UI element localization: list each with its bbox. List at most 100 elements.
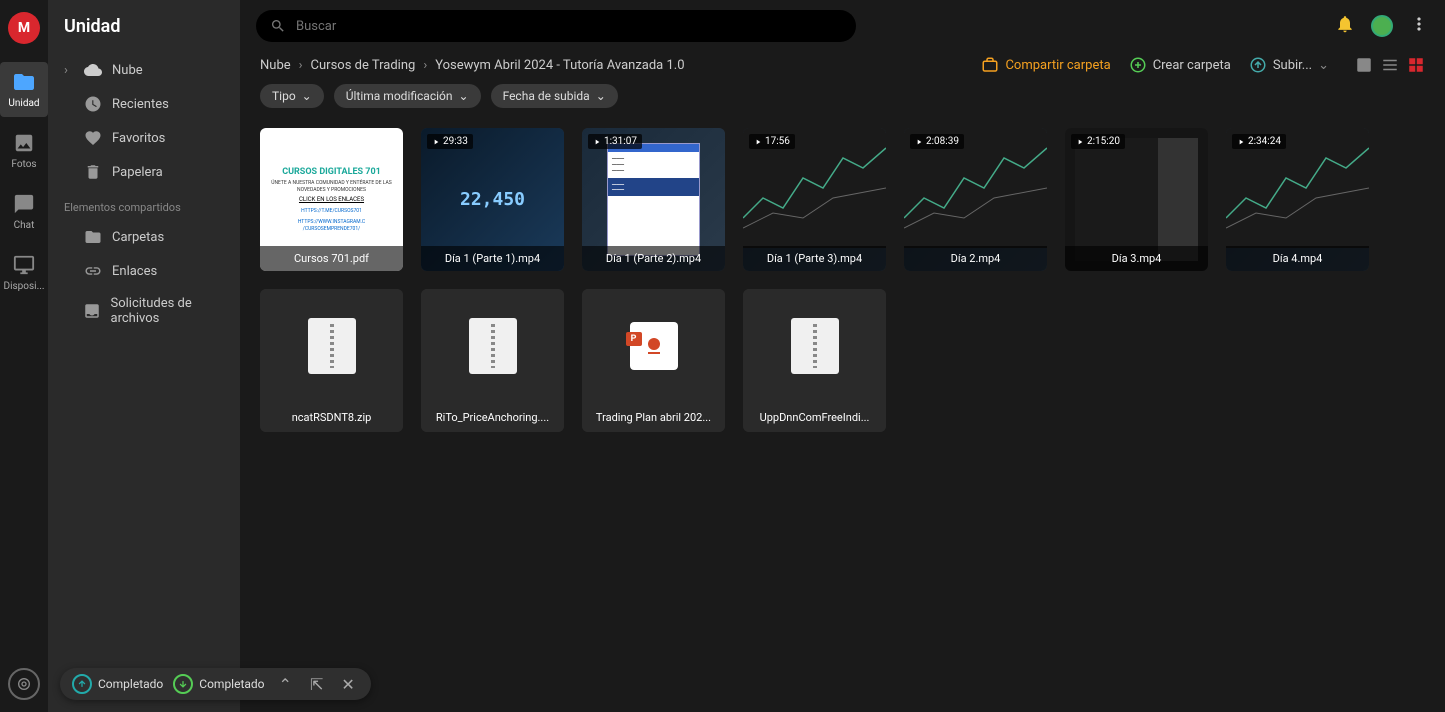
user-avatar[interactable] bbox=[1371, 15, 1393, 37]
main-content: Nube › Cursos de Trading › Yosewym Abril… bbox=[240, 0, 1445, 712]
clock-icon bbox=[84, 95, 102, 113]
sidebar-nube[interactable]: › Nube bbox=[56, 53, 232, 87]
sidebar-label: Carpetas bbox=[112, 230, 164, 245]
file-card[interactable]: ━━━━━━━━━━━━━━━━━━━━━━━━━1:31:07Día 1 (P… bbox=[582, 128, 725, 271]
chevron-right-icon: › bbox=[64, 63, 74, 78]
video-duration: 2:15:20 bbox=[1071, 134, 1125, 149]
powerpoint-icon: P bbox=[630, 322, 678, 370]
file-card[interactable]: 2:34:24Día 4.mp4 bbox=[1226, 128, 1369, 271]
more-menu-icon[interactable] bbox=[1409, 14, 1429, 38]
search-icon bbox=[270, 18, 286, 34]
folders-icon bbox=[84, 228, 102, 246]
chevron-down-icon: ⌄ bbox=[459, 89, 469, 103]
view-compact-icon[interactable] bbox=[1355, 56, 1373, 74]
status-label: Completado bbox=[199, 677, 264, 691]
sidebar-favoritos[interactable]: Favoritos bbox=[56, 121, 232, 155]
rail-fotos[interactable]: Fotos bbox=[0, 123, 48, 178]
rail-label: Chat bbox=[14, 220, 35, 231]
file-name: Cursos 701.pdf bbox=[260, 246, 403, 271]
action-label: Subir... bbox=[1273, 58, 1312, 73]
sidebar-label: Favoritos bbox=[112, 131, 165, 146]
chevron-right-icon: › bbox=[423, 58, 427, 73]
sidebar-label: Solicitudes de archivos bbox=[111, 296, 224, 326]
chip-label: Fecha de subida bbox=[503, 89, 590, 103]
share-folder-button[interactable]: Compartir carpeta bbox=[981, 56, 1110, 74]
upload-button[interactable]: Subir... ⌄ bbox=[1249, 56, 1329, 74]
rail-dispositivos[interactable]: Disposi... bbox=[0, 245, 48, 300]
crumb-nube[interactable]: Nube bbox=[260, 58, 291, 73]
search-input[interactable] bbox=[296, 19, 842, 34]
sidebar-enlaces[interactable]: Enlaces bbox=[56, 254, 232, 288]
notifications-icon[interactable] bbox=[1335, 14, 1355, 38]
download-complete-icon bbox=[173, 674, 193, 694]
file-thumbnail: P bbox=[582, 289, 725, 403]
file-name: RiTo_PriceAnchoring.... bbox=[421, 403, 564, 432]
sidebar-recientes[interactable]: Recientes bbox=[56, 87, 232, 121]
transfer-status-1[interactable]: Completado bbox=[72, 674, 163, 694]
popout-icon[interactable]: ⇱ bbox=[306, 675, 327, 694]
rail-unidad[interactable]: Unidad bbox=[0, 62, 48, 117]
file-card[interactable]: UppDnnComFreeIndi... bbox=[743, 289, 886, 432]
chevron-down-icon: ⌄ bbox=[596, 89, 606, 103]
chevron-down-icon: ⌄ bbox=[1318, 58, 1329, 73]
action-label: Compartir carpeta bbox=[1005, 58, 1110, 73]
video-duration: 2:08:39 bbox=[910, 134, 964, 149]
filter-tipo[interactable]: Tipo⌄ bbox=[260, 84, 324, 108]
heart-icon bbox=[84, 129, 102, 147]
file-card[interactable]: CURSOS DIGITALES 701ÚNETE A NUESTRA COMU… bbox=[260, 128, 403, 271]
sidebar-title: Unidad bbox=[56, 16, 232, 53]
file-name: Día 3.mp4 bbox=[1065, 246, 1208, 271]
sidebar-papelera[interactable]: Papelera bbox=[56, 155, 232, 189]
view-grid-icon[interactable] bbox=[1407, 56, 1425, 74]
zip-icon bbox=[791, 318, 839, 374]
file-card[interactable]: 2:08:39 Día 2.mp4 bbox=[904, 128, 1047, 271]
close-icon[interactable]: ✕ bbox=[337, 675, 358, 694]
topbar bbox=[240, 0, 1445, 52]
sidebar-label: Enlaces bbox=[112, 264, 157, 279]
file-thumbnail bbox=[743, 289, 886, 403]
file-card[interactable]: 17:56Día 1 (Parte 3).mp4 bbox=[743, 128, 886, 271]
create-folder-button[interactable]: Crear carpeta bbox=[1129, 56, 1231, 74]
zip-icon bbox=[469, 318, 517, 374]
file-name: UppDnnComFreeIndi... bbox=[743, 403, 886, 432]
file-name: ncatRSDNT8.zip bbox=[260, 403, 403, 432]
crumb-cursos[interactable]: Cursos de Trading bbox=[311, 58, 416, 73]
filter-modificacion[interactable]: Última modificación ⌄ bbox=[334, 84, 481, 108]
file-card[interactable]: 22,45029:33Día 1 (Parte 1).mp4 bbox=[421, 128, 564, 271]
video-duration: 29:33 bbox=[427, 134, 473, 149]
file-card[interactable]: RiTo_PriceAnchoring.... bbox=[421, 289, 564, 432]
file-card[interactable]: 2:15:20 Día 3.mp4 bbox=[1065, 128, 1208, 271]
filter-subida[interactable]: Fecha de subida ⌄ bbox=[491, 84, 618, 108]
rail-chat[interactable]: Chat bbox=[0, 184, 48, 239]
chevron-down-icon: ⌄ bbox=[302, 89, 312, 103]
view-list-icon[interactable] bbox=[1381, 56, 1399, 74]
filter-row: Tipo⌄ Última modificación ⌄ Fecha de subi… bbox=[240, 78, 1445, 120]
trash-icon bbox=[84, 163, 102, 181]
rail-label: Disposi... bbox=[4, 281, 45, 292]
settings-wheel[interactable] bbox=[8, 668, 40, 700]
sidebar-section-shared: Elementos compartidos bbox=[56, 189, 232, 220]
sidebar-solicitudes[interactable]: Solicitudes de archivos bbox=[56, 288, 232, 334]
sidebar-label: Recientes bbox=[112, 97, 169, 112]
file-name: Trading Plan abril 202... bbox=[582, 403, 725, 432]
file-name: Día 2.mp4 bbox=[904, 246, 1047, 271]
file-card[interactable]: P Trading Plan abril 202... bbox=[582, 289, 725, 432]
folder-icon bbox=[12, 70, 36, 94]
upload-complete-icon bbox=[72, 674, 92, 694]
collapse-icon[interactable]: ⌃ bbox=[275, 675, 296, 694]
sidebar: Unidad › Nube Recientes Favoritos Papele… bbox=[48, 0, 240, 712]
file-name: Día 1 (Parte 2).mp4 bbox=[582, 246, 725, 271]
crumb-current[interactable]: Yosewym Abril 2024 - Tutoría Avanzada 1.… bbox=[435, 58, 684, 73]
file-name: Día 1 (Parte 1).mp4 bbox=[421, 246, 564, 271]
search-box[interactable] bbox=[256, 10, 856, 42]
transfer-status-2[interactable]: Completado bbox=[173, 674, 264, 694]
cloud-icon bbox=[84, 61, 102, 79]
file-card[interactable]: ncatRSDNT8.zip bbox=[260, 289, 403, 432]
mega-logo[interactable]: M bbox=[8, 12, 40, 44]
transfer-bar: Completado Completado ⌃ ⇱ ✕ bbox=[60, 668, 371, 700]
sidebar-carpetas[interactable]: Carpetas bbox=[56, 220, 232, 254]
chip-label: Última modificación bbox=[346, 89, 453, 103]
chat-icon bbox=[12, 192, 36, 216]
sidebar-label: Nube bbox=[112, 63, 143, 78]
rail-label: Unidad bbox=[8, 98, 39, 109]
